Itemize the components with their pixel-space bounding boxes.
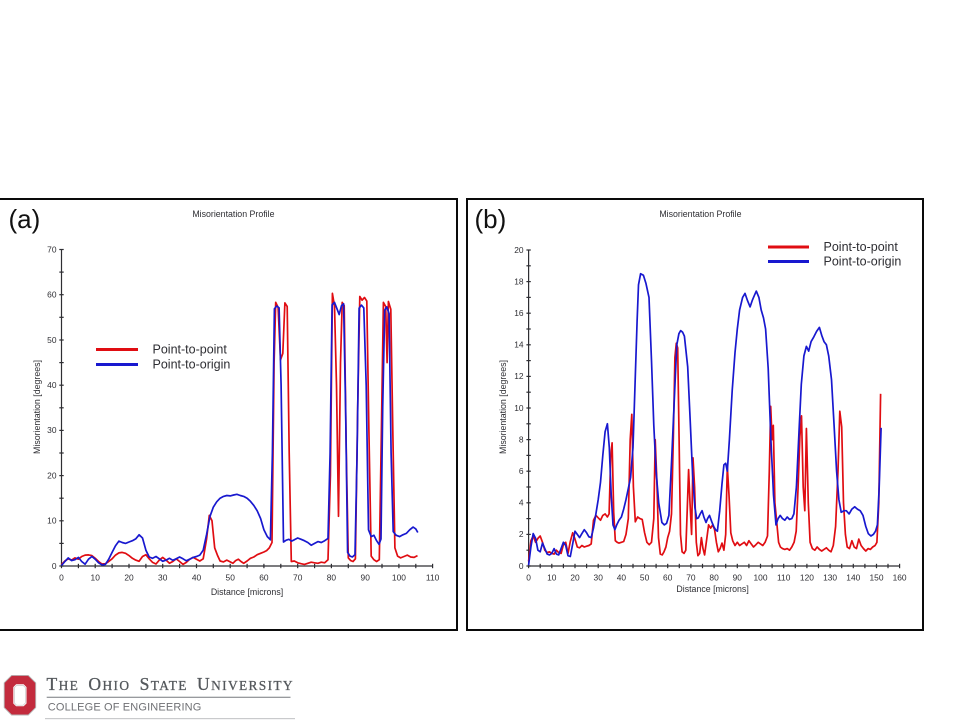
svg-text:10: 10 xyxy=(514,403,524,413)
svg-text:2: 2 xyxy=(519,529,524,539)
svg-text:10: 10 xyxy=(547,573,557,583)
svg-text:40: 40 xyxy=(192,573,202,583)
svg-text:14: 14 xyxy=(514,340,524,350)
svg-text:150: 150 xyxy=(870,573,884,583)
svg-text:140: 140 xyxy=(846,573,860,583)
svg-text:12: 12 xyxy=(514,371,524,381)
svg-text:4: 4 xyxy=(519,498,524,508)
svg-text:6: 6 xyxy=(519,466,524,476)
svg-text:160: 160 xyxy=(893,573,907,583)
svg-text:110: 110 xyxy=(777,573,791,583)
svg-text:40: 40 xyxy=(617,573,627,583)
svg-text:80: 80 xyxy=(709,573,719,583)
svg-text:50: 50 xyxy=(640,573,650,583)
svg-text:60: 60 xyxy=(663,573,673,583)
svg-text:60: 60 xyxy=(47,290,57,300)
svg-text:90: 90 xyxy=(733,573,743,583)
svg-text:60: 60 xyxy=(259,573,269,583)
svg-text:40: 40 xyxy=(47,380,57,390)
svg-text:20: 20 xyxy=(514,245,524,255)
svg-text:30: 30 xyxy=(594,573,604,583)
svg-text:Distance [microns]: Distance [microns] xyxy=(676,584,748,594)
svg-text:30: 30 xyxy=(47,425,57,435)
svg-text:80: 80 xyxy=(327,573,337,583)
svg-text:70: 70 xyxy=(293,573,303,583)
svg-text:Misorientation [degrees]: Misorientation [degrees] xyxy=(32,360,42,454)
svg-text:90: 90 xyxy=(361,573,371,583)
svg-text:Misorientation Profile: Misorientation Profile xyxy=(192,209,274,219)
svg-text:Point-to-origin: Point-to-origin xyxy=(824,255,902,269)
svg-text:Misorientation [degrees]: Misorientation [degrees] xyxy=(498,360,508,454)
svg-text:0: 0 xyxy=(59,573,64,583)
svg-text:110: 110 xyxy=(426,573,440,583)
svg-text:120: 120 xyxy=(800,573,814,583)
svg-text:20: 20 xyxy=(47,470,57,480)
svg-text:18: 18 xyxy=(514,276,524,286)
svg-text:COLLEGE OF ENGINEERING: COLLEGE OF ENGINEERING xyxy=(48,701,202,713)
svg-text:Distance [microns]: Distance [microns] xyxy=(211,587,283,597)
svg-text:0: 0 xyxy=(526,573,531,583)
svg-text:30: 30 xyxy=(158,573,168,583)
svg-text:50: 50 xyxy=(47,335,57,345)
svg-text:THE OHIO STATE UNIVERSITY: THE OHIO STATE UNIVERSITY xyxy=(47,674,294,694)
svg-text:Point-to-point: Point-to-point xyxy=(153,343,228,357)
svg-text:70: 70 xyxy=(47,244,57,254)
svg-text:100: 100 xyxy=(754,573,768,583)
svg-text:20: 20 xyxy=(570,573,580,583)
svg-text:100: 100 xyxy=(392,573,406,583)
svg-text:0: 0 xyxy=(52,561,57,571)
svg-text:0: 0 xyxy=(519,561,524,571)
svg-text:10: 10 xyxy=(47,516,57,526)
svg-text:130: 130 xyxy=(823,573,837,583)
svg-text:16: 16 xyxy=(514,308,524,318)
svg-text:20: 20 xyxy=(124,573,134,583)
svg-text:8: 8 xyxy=(519,434,524,444)
svg-text:Point-to-point: Point-to-point xyxy=(824,240,899,254)
svg-text:Misorientation Profile: Misorientation Profile xyxy=(659,209,741,219)
svg-text:50: 50 xyxy=(226,573,236,583)
svg-text:10: 10 xyxy=(91,573,101,583)
svg-text:Point-to-origin: Point-to-origin xyxy=(153,358,231,372)
svg-text:70: 70 xyxy=(686,573,696,583)
